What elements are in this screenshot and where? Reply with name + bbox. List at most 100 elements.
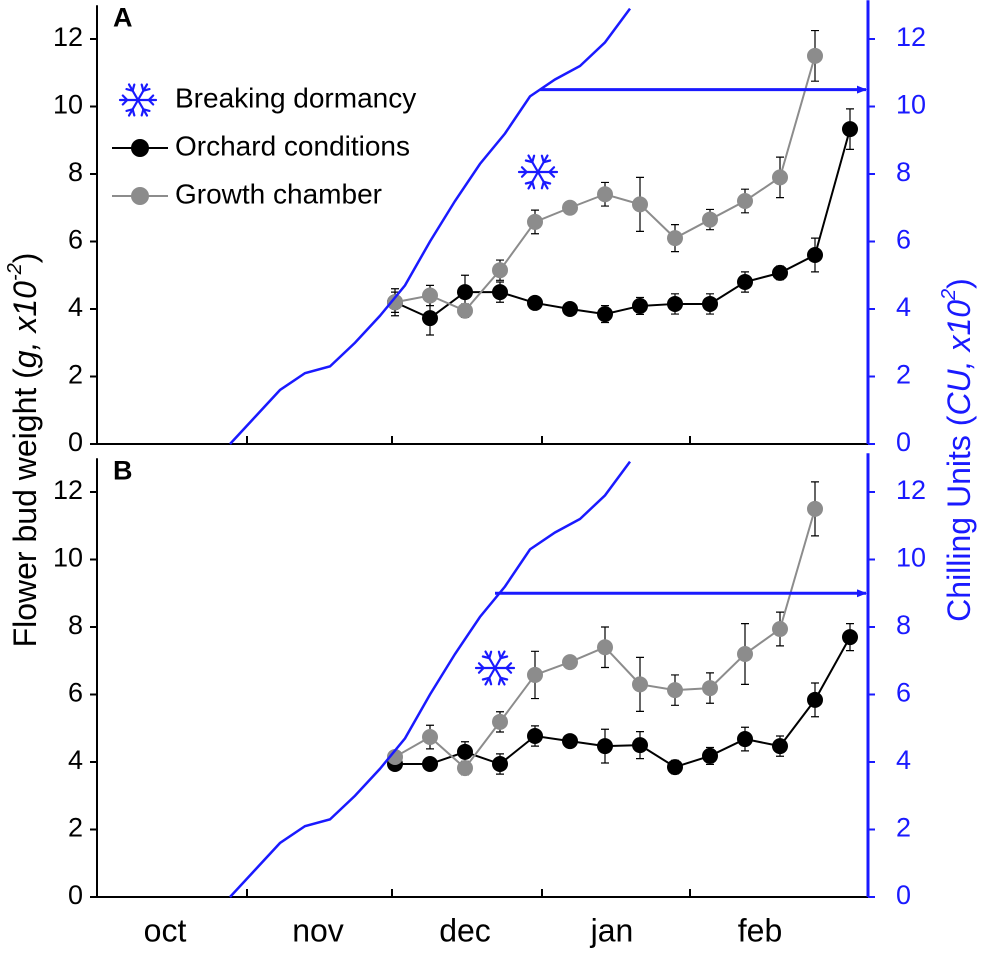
y-tick-label: 12	[53, 22, 83, 52]
data-point	[457, 284, 473, 301]
data-point	[667, 682, 683, 699]
y2-tick-label: 4	[896, 292, 911, 322]
y-axis-label: Flower bud weight (g, x10-2)	[4, 253, 43, 648]
snowflake-barb	[520, 166, 528, 174]
snowflake-barb	[542, 180, 552, 185]
y2-tick-label: 12	[896, 22, 926, 52]
snowflake-barb	[488, 676, 493, 686]
legend-label: Growth chamber	[175, 178, 382, 209]
data-point	[737, 274, 753, 290]
x-tick-label: nov	[292, 912, 344, 948]
data-point	[737, 193, 753, 209]
snowflake-barb	[505, 666, 513, 674]
axis-label-part: )	[941, 278, 977, 289]
axis-label-part: Chilling Units (	[941, 415, 977, 622]
data-point	[632, 196, 648, 213]
data-point	[667, 295, 683, 312]
axis-label-part: -2	[4, 263, 26, 281]
chill-curve	[229, 7, 632, 445]
snowflake-barb	[520, 170, 528, 178]
snowflake-barb	[131, 83, 136, 92]
data-point	[772, 264, 788, 281]
panel-label: A	[113, 2, 133, 32]
data-point	[562, 733, 578, 750]
data-point	[632, 297, 648, 314]
data-point	[492, 284, 508, 301]
snowflake-barb	[125, 108, 134, 112]
snowflake-arm	[493, 650, 506, 670]
data-point	[597, 306, 613, 323]
data-point	[527, 294, 543, 311]
y-tick-label: 12	[53, 475, 83, 505]
snowflake-barb	[531, 180, 536, 190]
data-point	[387, 748, 403, 765]
snowflake-arm	[493, 666, 506, 686]
data-point	[422, 310, 438, 327]
x-tick-label: feb	[738, 912, 782, 948]
data-point	[667, 759, 683, 776]
axis-label-part: Flower bud weight (	[7, 368, 43, 648]
data-point	[457, 760, 473, 777]
snowflake-barb	[121, 94, 129, 102]
axis-label-part: g, x10	[7, 281, 43, 368]
legend-marker	[131, 187, 149, 205]
snowflake-barb	[481, 655, 491, 660]
data-point	[772, 738, 788, 755]
data-point	[387, 294, 403, 311]
data-point	[597, 738, 613, 755]
snowflake-arm	[136, 98, 149, 117]
snowflake-barb	[140, 108, 145, 117]
y2-tick-label: 2	[896, 360, 911, 390]
data-point	[632, 676, 648, 693]
snowflake-barb	[531, 154, 536, 164]
data-point	[702, 747, 718, 764]
data-point	[702, 295, 718, 312]
snowflake-arm	[527, 154, 540, 174]
snowflake-barb	[542, 159, 552, 164]
snowflake-arm	[536, 154, 549, 174]
data-point	[457, 302, 473, 319]
data-point	[702, 211, 718, 228]
y2-tick-label: 8	[896, 610, 911, 640]
y-tick-label: 4	[68, 745, 83, 775]
snowflake-barb	[499, 655, 509, 660]
snowflake-barb	[488, 650, 493, 660]
y-tick-label: 2	[68, 360, 83, 390]
snowflake-barb	[147, 98, 155, 106]
data-point	[807, 500, 823, 517]
chill-curve	[229, 460, 632, 898]
data-point	[667, 230, 683, 247]
snowflake-icon	[474, 650, 516, 686]
data-point	[807, 691, 823, 708]
data-point	[632, 737, 648, 754]
snowflake-arm	[127, 98, 140, 117]
data-point	[492, 262, 508, 279]
legend-label: Breaking dormancy	[175, 82, 416, 113]
y2-tick-label: 8	[896, 157, 911, 187]
y2-tick-label: 2	[896, 813, 911, 843]
snowflake-barb	[497, 676, 502, 686]
data-point	[772, 621, 788, 638]
data-point	[737, 731, 753, 748]
y-tick-label: 10	[53, 543, 83, 573]
snowflake-barb	[524, 180, 534, 185]
y2-tick-label: 0	[896, 880, 911, 910]
panel-label: B	[113, 455, 133, 485]
data-point	[597, 639, 613, 656]
data-point	[492, 713, 508, 730]
x-tick-label: dec	[439, 912, 491, 948]
y2-axis-label: Chilling Units (CU, x102)	[938, 278, 977, 622]
legend-marker	[131, 139, 149, 157]
x-tick-label: jan	[590, 912, 634, 948]
data-point	[737, 646, 753, 662]
data-point	[772, 169, 788, 186]
data-point	[807, 47, 823, 64]
x-tick-label: oct	[144, 912, 187, 948]
data-point	[492, 756, 508, 773]
axis-label-part: 2	[938, 289, 960, 301]
data-point	[457, 743, 473, 760]
y-tick-label: 10	[53, 90, 83, 120]
snowflake-arm	[136, 83, 149, 102]
snowflake-barb	[477, 662, 485, 670]
